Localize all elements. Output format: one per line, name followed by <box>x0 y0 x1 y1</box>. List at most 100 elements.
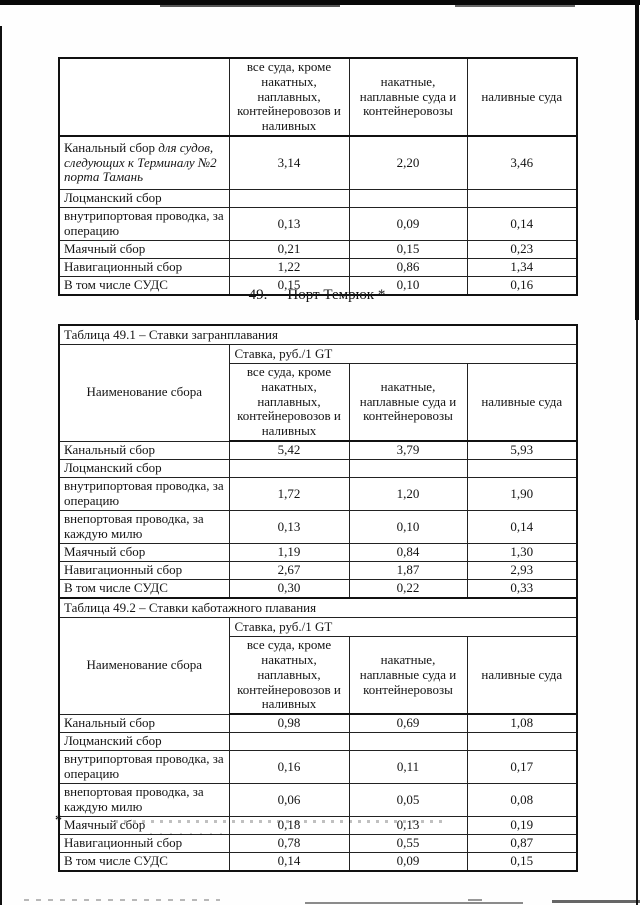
table-row: Навигационный сбор 1,22 0,86 1,34 <box>58 258 578 278</box>
rate-cell: 0,15 <box>348 240 468 260</box>
fee-name-cell: внутрипортовая проводка, за операцию <box>58 477 230 512</box>
rate-cell: 1,30 <box>466 543 578 563</box>
table-row: Навигационный сбор 0,78 0,55 0,87 <box>58 834 578 854</box>
fee-name-cell: внутрипортовая проводка, за операцию <box>58 207 230 242</box>
rate-cell: 0,13 <box>228 510 350 545</box>
table-49-1: Таблица 49.1 – Ставки загранплавания Наи… <box>58 324 578 600</box>
fee-name-cell: В том числе СУДС <box>58 276 230 296</box>
scan-noise-bottom <box>468 899 482 901</box>
col-header-all-ships: все суда, кроме накатных, наплавных, кон… <box>228 636 350 716</box>
continuation-table-wrap: все суда, кроме накатных, наплавных, кон… <box>58 57 578 297</box>
rate-cell: 0,14 <box>466 510 578 545</box>
rate-cell: 0,13 <box>228 207 350 242</box>
col-header-tankers: наливные суда <box>466 636 578 716</box>
table-row: Маячный сбор 0,21 0,15 0,23 <box>58 240 578 260</box>
rate-cell: 0,14 <box>228 852 350 872</box>
rate-cell: 0,09 <box>348 852 468 872</box>
rate-cell: 0,15 <box>228 276 350 296</box>
footnote-marker: * <box>55 813 62 828</box>
rate-cell: 0,06 <box>228 783 350 818</box>
table-row: Канальный сбор 5,42 3,79 5,93 <box>58 440 578 461</box>
fee-name-cell: внутрипортовая проводка, за операцию <box>58 750 230 785</box>
col-header-roro-ships: накатные, наплавные суда и контейнеровоз… <box>348 636 468 716</box>
fee-name-cell: Навигационный сбор <box>58 834 230 854</box>
table-row: Канальный сбор 0,98 0,69 1,08 <box>58 713 578 734</box>
rate-unit-row: Наименование сбора Ставка, руб./1 GT <box>58 617 578 715</box>
rate-unit-header: Ставка, руб./1 GT <box>228 344 578 364</box>
table-row: внепортовая проводка, за каждую милю 0,1… <box>58 510 578 545</box>
scan-noise-bottom <box>24 899 220 901</box>
fee-name-cell: Лоцманский сбор <box>58 459 230 479</box>
fee-name-note: для судов, следующих к Терминалу №2 порт… <box>64 139 217 185</box>
col-header-tankers: наливные суда <box>466 57 578 138</box>
rate-cell <box>348 189 468 209</box>
fee-name-cell: В том числе СУДС <box>58 579 230 599</box>
rate-cell: 0,15 <box>466 852 578 872</box>
rate-cell: 1,19 <box>228 543 350 563</box>
section-heading: 49. Порт Темрюк * <box>58 287 576 304</box>
rate-cell: 0,16 <box>466 276 578 296</box>
rate-cell: 0,17 <box>466 750 578 785</box>
fee-name-cell: Маячный сбор <box>58 240 230 260</box>
fee-name-cell: Канальный сбор <box>58 713 230 734</box>
rate-cell <box>228 459 350 479</box>
col-header-roro-ships: накатные, наплавные суда и контейнеровоз… <box>348 363 468 443</box>
fee-name-cell: Лоцманский сбор <box>58 732 230 752</box>
rate-cell: 1,72 <box>228 477 350 512</box>
rate-cell: 0,98 <box>228 713 350 734</box>
table-title-row: Таблица 49.2 – Ставки каботажного плаван… <box>58 597 578 619</box>
table-title: Таблица 49.1 – Ставки загранплавания <box>58 324 578 345</box>
table-row: Лоцманский сбор <box>58 732 578 752</box>
rate-cell <box>466 189 578 209</box>
rate-cell: 1,20 <box>348 477 468 512</box>
table-49-2: Таблица 49.2 – Ставки каботажного плаван… <box>58 597 579 873</box>
header-row: все суда, кроме накатных, наплавных, кон… <box>59 636 578 716</box>
rate-cell: 0,30 <box>228 579 350 599</box>
rate-cell: 0,69 <box>348 713 468 734</box>
table-row: Маячный сбор 1,19 0,84 1,30 <box>58 543 578 563</box>
rate-cell <box>228 732 350 752</box>
tariff-table-continuation: все суда, кроме накатных, наплавных, кон… <box>58 57 578 297</box>
rate-cell <box>228 189 350 209</box>
fee-name: Канальный сбор <box>64 139 155 155</box>
rate-cell: 2,67 <box>228 561 350 581</box>
fee-name-cell: Навигационный сбор <box>58 258 230 278</box>
rate-cell <box>348 732 468 752</box>
fee-name-cell: Канальный сбор <box>58 440 230 461</box>
rate-cell: 0,78 <box>228 834 350 854</box>
rate-cell: 0,55 <box>348 834 468 854</box>
scan-noise-bottom <box>552 900 640 903</box>
table-row: внутрипортовая проводка, за операцию 1,7… <box>58 477 578 512</box>
lower-tables-wrap: Таблица 49.1 – Ставки загранплавания Наи… <box>58 324 579 873</box>
table-row: Навигационный сбор 2,67 1,87 2,93 <box>58 561 578 581</box>
rate-cell: 5,42 <box>228 440 350 461</box>
rate-cell: 0,33 <box>466 579 578 599</box>
scan-edge-top-noise <box>455 5 575 7</box>
fee-name-cell: Канальный сбор для судов, следующих к Те… <box>58 135 230 191</box>
table-title-row: Таблица 49.1 – Ставки загранплавания <box>58 324 578 345</box>
col-header-fee-name: Наименование сбора <box>58 617 230 715</box>
rate-cell: 1,22 <box>228 258 350 278</box>
scan-edge-right <box>635 0 639 320</box>
table-row: В том числе СУДС 0,30 0,22 0,33 <box>58 579 578 599</box>
rate-cell: 0,05 <box>348 783 468 818</box>
rate-cell: 0,16 <box>228 750 350 785</box>
table-row: В том числе СУДС 0,14 0,09 0,15 <box>58 852 578 872</box>
col-header-roro-ships: накатные, наплавные суда и контейнеровоз… <box>348 57 468 138</box>
rate-cell: 0,23 <box>466 240 578 260</box>
rate-unit-header: Ставка, руб./1 GT <box>228 617 578 638</box>
col-header-tankers: наливные суда <box>466 363 578 443</box>
header-row: все суда, кроме накатных, наплавных, кон… <box>58 57 578 138</box>
scan-edge-top <box>0 0 640 5</box>
fee-name-cell: Навигационный сбор <box>58 561 230 581</box>
rate-cell: 0,14 <box>466 207 578 242</box>
table-row: Канальный сбор для судов, следующих к Те… <box>58 135 578 191</box>
section-number: 49. <box>248 287 268 303</box>
table-row: В том числе СУДС 0,15 0,10 0,16 <box>58 276 578 296</box>
rate-cell: 3,46 <box>466 135 578 191</box>
rate-cell: 0,18 <box>228 816 350 836</box>
rate-cell: 1,34 <box>466 258 578 278</box>
section-title: Порт Темрюк * <box>287 287 386 303</box>
rate-cell: 3,79 <box>348 440 468 461</box>
rate-cell: 0,84 <box>348 543 468 563</box>
